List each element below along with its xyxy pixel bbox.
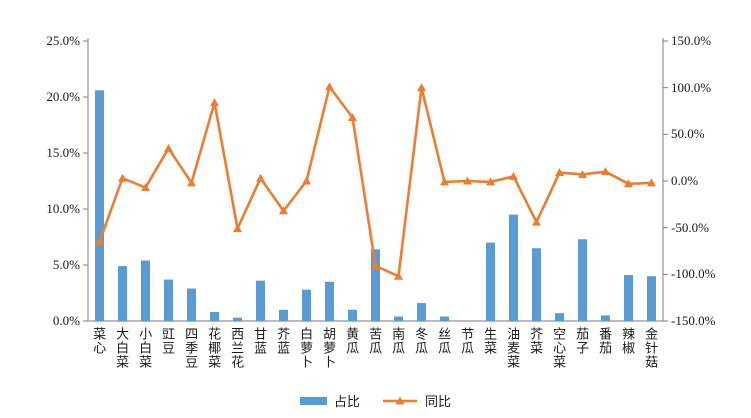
x-axis-label-四季豆: 四季豆 xyxy=(183,327,199,369)
line-marker-甘蓝 xyxy=(256,173,265,182)
bar-甘蓝 xyxy=(256,280,265,321)
x-axis-label-花椰菜: 花椰菜 xyxy=(206,327,222,369)
legend-item-bar-series: 占比 xyxy=(299,391,360,410)
bar-series-swatch-icon xyxy=(299,396,327,405)
line-marker-油麦菜 xyxy=(509,171,518,180)
line-marker-南瓜 xyxy=(394,271,403,280)
bar-金针菇 xyxy=(647,276,656,321)
x-axis-label-金针菇: 金针菇 xyxy=(643,327,659,369)
line-series-path xyxy=(98,85,652,278)
line-marker-小白菜 xyxy=(141,183,150,192)
right-axis-tick-label: 0.0% xyxy=(671,173,699,188)
legend-item-line-series: 同比 xyxy=(382,391,451,410)
left-axis-tick-label: 10.0% xyxy=(46,201,80,216)
chart-legend: 占比 同比 xyxy=(0,391,751,410)
x-axis-label-芥蓝: 芥蓝 xyxy=(275,327,291,355)
x-axis-label-丝瓜: 丝瓜 xyxy=(436,327,452,355)
bar-西兰花 xyxy=(233,317,242,321)
bar-大白菜 xyxy=(118,266,127,321)
x-axis-label-豇豆: 豇豆 xyxy=(160,327,176,355)
line-marker-西兰花 xyxy=(233,224,242,233)
right-axis-tick-label: 150.0% xyxy=(671,33,712,48)
right-axis-tick-label: -150.0% xyxy=(671,313,716,328)
line-marker-芥蓝 xyxy=(279,206,288,215)
line-marker-花椰菜 xyxy=(210,98,219,107)
left-axis-tick-label: 0.0% xyxy=(52,313,80,328)
bar-豇豆 xyxy=(164,279,173,321)
bar-生菜 xyxy=(486,242,495,321)
bar-白萝卜 xyxy=(302,289,311,321)
line-marker-菜心 xyxy=(95,237,104,246)
legend-label-bar-series: 占比 xyxy=(333,394,360,409)
x-axis-label-茄子: 茄子 xyxy=(574,327,590,355)
x-axis-label-南瓜: 南瓜 xyxy=(390,327,406,355)
x-axis-label-番茄: 番茄 xyxy=(597,327,613,355)
bar-油麦菜 xyxy=(509,214,518,321)
line-marker-冬瓜 xyxy=(417,83,426,92)
bar-小白菜 xyxy=(141,260,150,321)
x-axis-label-生菜: 生菜 xyxy=(482,327,498,355)
line-marker-白萝卜 xyxy=(302,176,311,185)
x-axis-label-西兰花: 西兰花 xyxy=(229,327,245,369)
right-axis-tick-label: 100.0% xyxy=(671,79,712,95)
bar-空心菜 xyxy=(555,313,564,321)
line-marker-金针菇 xyxy=(647,178,656,187)
bar-冬瓜 xyxy=(417,303,426,321)
line-series-swatch-icon xyxy=(383,396,417,404)
x-axis-label-甘蓝: 甘蓝 xyxy=(252,327,268,355)
line-marker-番茄 xyxy=(601,167,610,176)
x-axis-label-油麦菜: 油麦菜 xyxy=(505,327,521,369)
right-axis-tick-label: 50.0% xyxy=(671,126,705,142)
line-marker-胡萝卜 xyxy=(325,82,334,91)
bar-黄瓜 xyxy=(348,309,357,321)
bar-花椰菜 xyxy=(210,312,219,321)
x-axis-label-菜心: 菜心 xyxy=(91,327,107,355)
x-axis-label-大白菜: 大白菜 xyxy=(114,327,130,369)
line-marker-芥菜 xyxy=(532,217,541,226)
bar-菜心 xyxy=(95,90,104,321)
bar-苦瓜 xyxy=(371,249,380,321)
x-axis-label-冬瓜: 冬瓜 xyxy=(413,327,429,355)
x-axis-label-苦瓜: 苦瓜 xyxy=(367,327,383,355)
line-marker-四季豆 xyxy=(187,178,196,187)
bar-四季豆 xyxy=(187,288,196,321)
left-axis-tick-label: 25.0% xyxy=(46,33,80,48)
x-axis-label-辣椒: 辣椒 xyxy=(620,327,636,355)
bar-南瓜 xyxy=(394,316,403,321)
left-axis-tick-label: 15.0% xyxy=(46,145,80,160)
line-marker-生菜 xyxy=(486,177,495,186)
left-axis-tick-label: 5.0% xyxy=(52,257,80,272)
line-marker-丝瓜 xyxy=(440,177,449,186)
line-marker-茄子 xyxy=(578,169,587,178)
bar-胡萝卜 xyxy=(325,281,334,321)
right-axis-tick-label: -50.0% xyxy=(671,219,709,235)
bar-丝瓜 xyxy=(440,316,449,321)
line-marker-豇豆 xyxy=(164,143,173,152)
line-marker-辣椒 xyxy=(624,179,633,188)
x-axis-label-白萝卜: 白萝卜 xyxy=(298,327,314,369)
line-marker-黄瓜 xyxy=(348,113,357,122)
x-axis-label-小白菜: 小白菜 xyxy=(137,327,153,369)
right-axis-tick-label: -100.0% xyxy=(671,266,716,282)
bar-芥菜 xyxy=(532,248,541,321)
x-axis-label-空心菜: 空心菜 xyxy=(551,327,567,369)
bar-番茄 xyxy=(601,315,610,321)
line-marker-节瓜 xyxy=(463,176,472,185)
left-axis-tick-label: 20.0% xyxy=(46,89,80,104)
x-axis-label-芥菜: 芥菜 xyxy=(528,327,544,355)
line-marker-大白菜 xyxy=(118,173,127,182)
bar-茄子 xyxy=(578,239,587,321)
x-axis-label-黄瓜: 黄瓜 xyxy=(344,327,360,355)
x-axis-label-胡萝卜: 胡萝卜 xyxy=(321,327,337,369)
line-marker-空心菜 xyxy=(555,168,564,177)
legend-label-line-series: 同比 xyxy=(425,394,452,409)
bar-芥蓝 xyxy=(279,309,288,321)
x-axis-label-节瓜: 节瓜 xyxy=(459,327,475,355)
line-marker-苦瓜 xyxy=(371,261,380,270)
bar-辣椒 xyxy=(624,275,633,321)
